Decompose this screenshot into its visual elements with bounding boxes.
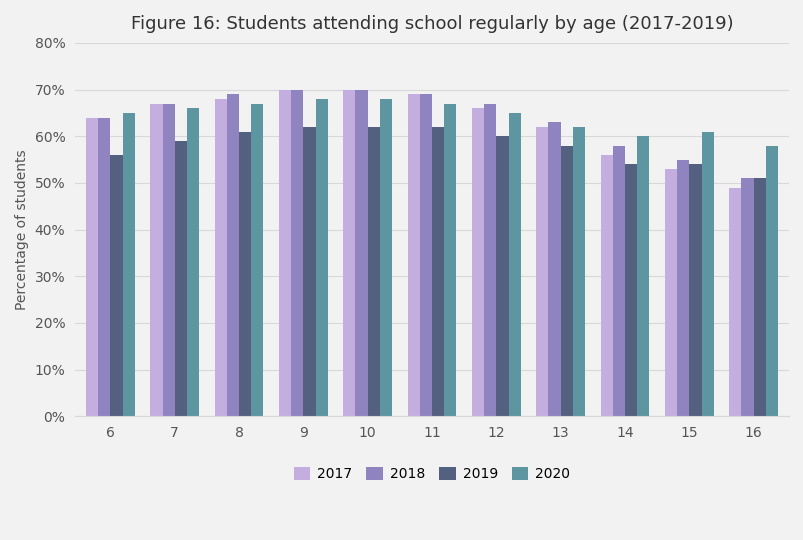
Bar — [752, 178, 765, 416]
Bar — [110, 155, 123, 416]
Bar — [536, 127, 548, 416]
Bar — [238, 132, 251, 416]
Bar — [765, 146, 777, 416]
Bar — [701, 132, 713, 416]
Bar — [251, 104, 263, 416]
Bar — [214, 99, 226, 416]
Bar — [123, 113, 135, 416]
Bar — [471, 108, 483, 416]
Bar — [367, 127, 380, 416]
Bar — [637, 136, 649, 416]
Bar — [343, 90, 355, 416]
Bar — [150, 104, 162, 416]
Bar — [98, 118, 110, 416]
Bar — [355, 90, 367, 416]
Bar — [187, 108, 199, 416]
Bar — [573, 127, 585, 416]
Bar — [508, 113, 520, 416]
Bar — [483, 104, 495, 416]
Bar — [303, 127, 316, 416]
Bar — [560, 146, 573, 416]
Legend: 2017, 2018, 2019, 2020: 2017, 2018, 2019, 2020 — [287, 461, 577, 488]
Bar — [291, 90, 303, 416]
Bar — [548, 122, 560, 416]
Y-axis label: Percentage of students: Percentage of students — [15, 149, 29, 310]
Bar — [380, 99, 392, 416]
Bar — [174, 141, 187, 416]
Bar — [624, 164, 637, 416]
Bar — [612, 146, 624, 416]
Bar — [740, 178, 752, 416]
Bar — [676, 159, 688, 416]
Bar — [407, 94, 419, 416]
Bar — [279, 90, 291, 416]
Bar — [316, 99, 328, 416]
Bar — [444, 104, 456, 416]
Bar — [226, 94, 238, 416]
Bar — [495, 136, 508, 416]
Bar — [728, 187, 740, 416]
Bar — [162, 104, 174, 416]
Bar — [600, 155, 612, 416]
Bar — [86, 118, 98, 416]
Bar — [431, 127, 444, 416]
Bar — [419, 94, 431, 416]
Bar — [688, 164, 701, 416]
Bar — [664, 169, 676, 416]
Title: Figure 16: Students attending school regularly by age (2017-2019): Figure 16: Students attending school reg… — [131, 15, 732, 33]
